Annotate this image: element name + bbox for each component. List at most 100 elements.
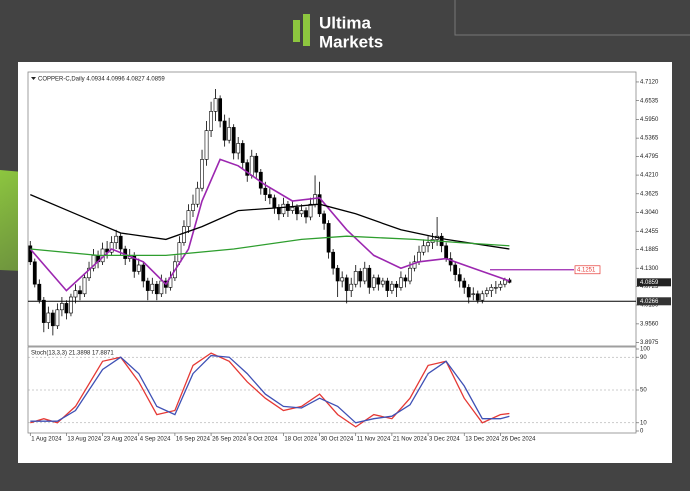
candle-body — [466, 287, 471, 298]
x-tick-label: 8 Oct 2024 — [248, 437, 278, 443]
candle-body — [462, 280, 467, 288]
candle-body — [254, 155, 259, 173]
candle-body — [78, 290, 82, 295]
candle-body — [344, 277, 349, 291]
y-tick-label: 3.9560 — [640, 321, 659, 327]
indicator-line — [30, 354, 510, 424]
candle-body — [304, 210, 308, 218]
candle-body — [267, 194, 272, 199]
candle-body — [376, 277, 381, 285]
menu-icon — [31, 77, 36, 80]
indicator-line — [30, 352, 510, 428]
candle-body — [335, 267, 340, 282]
x-tick-label: 26 Dec 2024 — [501, 437, 536, 443]
candle-body — [55, 309, 60, 327]
y-tick-label: 4.4795 — [640, 154, 659, 160]
level-label: 4.0266 — [640, 299, 659, 305]
candle-body — [236, 143, 241, 154]
candle-body — [218, 98, 223, 122]
candle-body — [362, 267, 367, 282]
candle-body — [159, 280, 164, 295]
candle-body — [331, 251, 336, 269]
level-label: 4.1251 — [577, 267, 596, 273]
x-tick-label: 18 Oct 2024 — [284, 437, 317, 443]
candle-body — [353, 271, 358, 285]
y-tick-label: 4.5950 — [640, 117, 659, 123]
candle-body — [412, 261, 417, 269]
candle-body — [186, 210, 191, 227]
candle-body — [231, 127, 236, 154]
logo-icon — [293, 20, 300, 42]
y-tick-label: 4.1300 — [640, 266, 659, 272]
candle-body — [484, 290, 489, 295]
candle-body — [457, 274, 462, 282]
candle-body — [394, 283, 399, 288]
logo-text: Markets — [319, 32, 383, 51]
candle-body — [145, 280, 150, 291]
candle-body — [403, 277, 408, 282]
y-tick-label: 4.3625 — [640, 191, 659, 197]
x-tick-label: 13 Dec 2024 — [465, 437, 500, 443]
candle-body — [498, 283, 503, 288]
candle-body — [295, 207, 299, 215]
y-tick-label: 4.2455 — [640, 229, 659, 235]
candle-body — [358, 271, 363, 282]
logo: Ultima Markets — [293, 13, 383, 51]
level-label-box — [574, 265, 601, 275]
candle-body — [41, 299, 46, 323]
candle-body — [417, 251, 421, 263]
x-tick-label: 4 Sep 2024 — [140, 437, 171, 443]
candle-body — [408, 267, 412, 282]
candle-body — [489, 287, 494, 291]
candle-body — [204, 130, 209, 160]
candle-body — [340, 277, 345, 282]
logo-text: Ultima — [319, 13, 372, 32]
candle-body — [118, 235, 123, 250]
candle-body — [150, 283, 155, 291]
candle-body — [399, 277, 403, 288]
candle-body — [281, 203, 286, 215]
candle-body — [240, 143, 245, 163]
y-tick-label: 10 — [640, 420, 647, 426]
chart-title: COPPER-C,Daily 4.0934 4.0996 4.0827 4.08… — [38, 77, 165, 83]
candle-body — [32, 261, 37, 285]
candle-body — [421, 245, 426, 253]
candle-body — [182, 226, 186, 243]
y-tick-label: 4.1885 — [640, 247, 659, 253]
x-tick-label: 23 Aug 2024 — [104, 437, 138, 443]
x-tick-label: 30 Oct 2024 — [321, 437, 354, 443]
y-tick-label: 100 — [640, 347, 651, 353]
candle-body — [82, 277, 87, 295]
candle-body — [493, 287, 498, 289]
candle-body — [177, 242, 182, 263]
x-tick-label: 1 Aug 2024 — [31, 437, 62, 443]
x-tick-label: 26 Sep 2024 — [212, 437, 247, 443]
x-tick-label: 11 Nov 2024 — [357, 437, 391, 443]
price-label: 4.0859 — [640, 280, 659, 286]
candle-body — [28, 245, 33, 263]
candle-body — [141, 264, 146, 282]
x-tick-label: 16 Sep 2024 — [176, 437, 211, 443]
y-tick-label: 50 — [640, 388, 647, 394]
candle-body — [114, 235, 119, 243]
x-tick-label: 3 Dec 2024 — [429, 437, 460, 443]
candle-body — [367, 267, 372, 288]
decor-line — [454, 0, 690, 36]
candle-body — [426, 242, 430, 247]
y-tick-label: 4.4210 — [640, 173, 659, 179]
level-label-box — [637, 297, 671, 306]
y-tick-label: 4.5365 — [640, 136, 659, 142]
candle-body — [480, 293, 485, 301]
candle-body — [109, 242, 114, 253]
indicator-line — [30, 235, 510, 257]
candle-body — [475, 293, 480, 301]
indicator-line — [29, 158, 510, 292]
candle-body — [46, 312, 51, 323]
candle-body — [249, 155, 254, 176]
candle-body — [349, 283, 354, 291]
candle-body — [308, 203, 313, 218]
candle-body — [50, 312, 55, 327]
candle-body — [69, 296, 73, 314]
candle-body — [87, 267, 91, 279]
